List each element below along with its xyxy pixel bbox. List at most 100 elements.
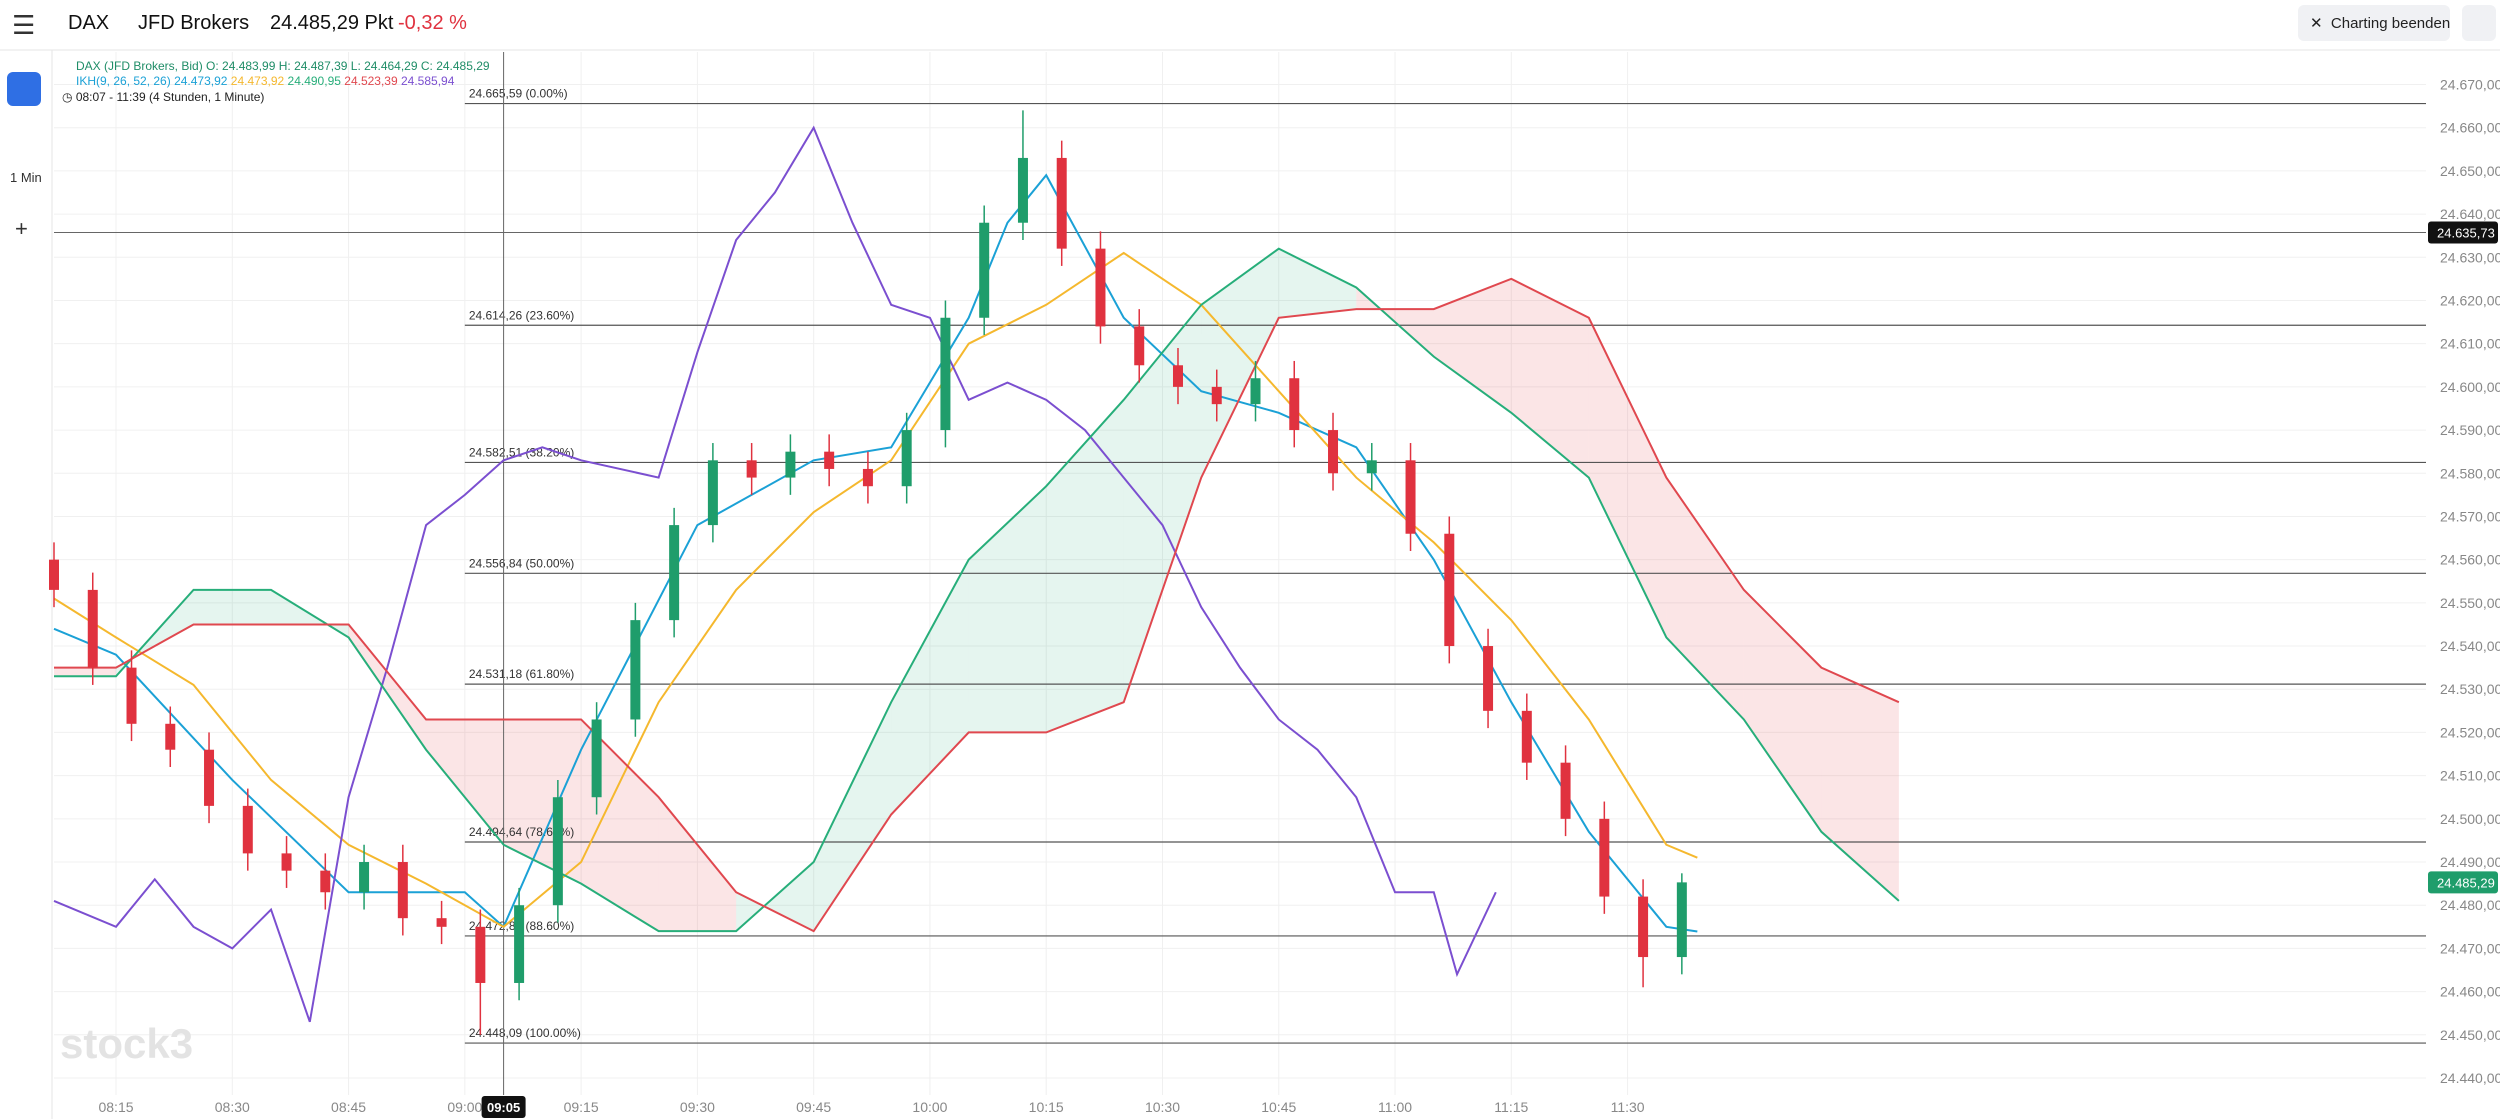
- candle-body: [359, 862, 370, 893]
- fib-label: 24.614,26 (23.60%): [469, 308, 574, 322]
- candle-body: [669, 525, 680, 621]
- indicator-line: [53, 251, 1698, 929]
- candle-body: [165, 723, 176, 750]
- cloud: [116, 589, 194, 677]
- y-tick-label: 24.460,00: [2440, 984, 2500, 1000]
- candle-body: [979, 222, 990, 318]
- price: 24.485,29 Pkt: [270, 12, 394, 34]
- candle-body: [1676, 882, 1687, 958]
- cloud: [426, 719, 504, 845]
- cloud: [1821, 667, 1899, 901]
- y-tick-label: 24.510,00: [2440, 768, 2500, 784]
- crosshair-tag: [2428, 221, 2498, 244]
- candle-body: [1289, 378, 1300, 431]
- candle-body: [1134, 326, 1145, 366]
- candle-body: [475, 926, 486, 983]
- y-tick-label: 24.580,00: [2440, 465, 2500, 481]
- candle-body: [1638, 896, 1649, 958]
- add-button[interactable]: +: [15, 216, 28, 241]
- exit-text: Charting beenden: [2330, 15, 2451, 32]
- cloud: [658, 797, 737, 932]
- candle-body: [1172, 365, 1183, 387]
- candle-body: [940, 317, 951, 431]
- y-tick-label: 24.490,00: [2440, 854, 2500, 870]
- candle-body: [707, 460, 718, 526]
- candle-body: [591, 719, 602, 798]
- menu-icon[interactable]: ☰: [12, 10, 36, 40]
- cloud: [348, 624, 427, 750]
- y-tick-label: 24.560,00: [2440, 552, 2500, 568]
- y-tick-label: 24.630,00: [2440, 249, 2500, 265]
- ikh-value: 24.473,92: [174, 74, 228, 88]
- cloud: [1123, 304, 1202, 703]
- y-tick-label: 24.540,00: [2440, 638, 2500, 654]
- x-tick-label: 11:15: [1494, 1099, 1528, 1115]
- candle-body: [242, 805, 253, 854]
- share-button[interactable]: [7, 72, 41, 106]
- indicator-line: [53, 173, 1698, 933]
- candle-body: [1483, 646, 1494, 711]
- cloud: [1433, 278, 1512, 413]
- last-price-tag: [2428, 871, 2498, 894]
- legend-range: ◷ 08:07 - 11:39 (4 Stunden, 1 Minute): [62, 90, 265, 104]
- broker[interactable]: JFD Brokers: [138, 12, 250, 34]
- cloud: [1278, 248, 1357, 318]
- candle-body: [436, 918, 447, 927]
- x-tick-label: 10:15: [1029, 1099, 1064, 1115]
- fib-label: 24.556,84 (50.00%): [469, 556, 574, 570]
- candle-body: [1560, 762, 1571, 819]
- candle-body: [552, 797, 563, 906]
- interval[interactable]: 1 Min: [10, 170, 42, 185]
- y-tick-label: 24.500,00: [2440, 811, 2500, 827]
- candle-body: [204, 749, 215, 806]
- crosshair-price: 24.635,73: [2437, 226, 2495, 241]
- indicator-line: [54, 277, 1900, 933]
- cloud: [1201, 248, 1279, 478]
- y-tick-label: 24.520,00: [2440, 724, 2500, 740]
- indicator-line: [54, 247, 1900, 933]
- candle-body: [1444, 533, 1455, 647]
- crosshair-time-tag: [481, 1096, 526, 1118]
- cloud: [193, 589, 272, 625]
- fib-label: 24.665,59 (0.00%): [469, 87, 568, 101]
- y-tick-label: 24.480,00: [2440, 897, 2500, 913]
- range-text: 08:07 - 11:39 (4 Stunden, 1 Minute): [75, 90, 265, 104]
- candle-body: [785, 451, 796, 478]
- ikh-name: IKH(9, 26, 52, 26): [76, 74, 171, 88]
- change: -0,32 %: [398, 12, 467, 34]
- ikh-value: 24.473,92: [230, 74, 285, 88]
- indicator-line: [53, 125, 1497, 1023]
- candle-body: [87, 589, 98, 668]
- candle-body: [1095, 248, 1106, 327]
- cloud: [581, 719, 659, 932]
- x-tick-label: 09:45: [796, 1099, 831, 1115]
- x-tick-label: 08:45: [331, 1099, 366, 1115]
- x-tick-label: 09:30: [680, 1099, 715, 1115]
- ikh-value: 24.585,94: [401, 74, 455, 88]
- symbol[interactable]: DAX: [68, 12, 110, 34]
- cloud: [1356, 287, 1434, 357]
- y-tick-label: 24.610,00: [2440, 336, 2500, 352]
- cloud: [891, 559, 969, 815]
- x-tick-label: 10:30: [1145, 1099, 1180, 1115]
- candle-body: [397, 862, 408, 919]
- cloud: [1588, 317, 1667, 638]
- cloud: [1666, 477, 1744, 720]
- candle-body: [320, 870, 331, 893]
- x-tick-label: 10:00: [912, 1099, 947, 1115]
- y-tick-label: 24.670,00: [2440, 77, 2500, 93]
- candle-body: [1405, 460, 1416, 534]
- candle-body: [630, 620, 641, 720]
- x-tick-label: 11:30: [1611, 1099, 1645, 1115]
- ikh-value: 24.490,95: [287, 74, 341, 88]
- cloud: [503, 719, 582, 884]
- layout-button[interactable]: [2462, 5, 2496, 41]
- y-tick-label: 24.650,00: [2440, 163, 2500, 179]
- exit-button[interactable]: [2298, 5, 2450, 41]
- fib-label: 24.472,89 (88.60%): [469, 919, 574, 933]
- candle-body: [281, 853, 292, 871]
- ikh-value: 24.523,39: [344, 74, 398, 88]
- candle-body: [49, 559, 59, 590]
